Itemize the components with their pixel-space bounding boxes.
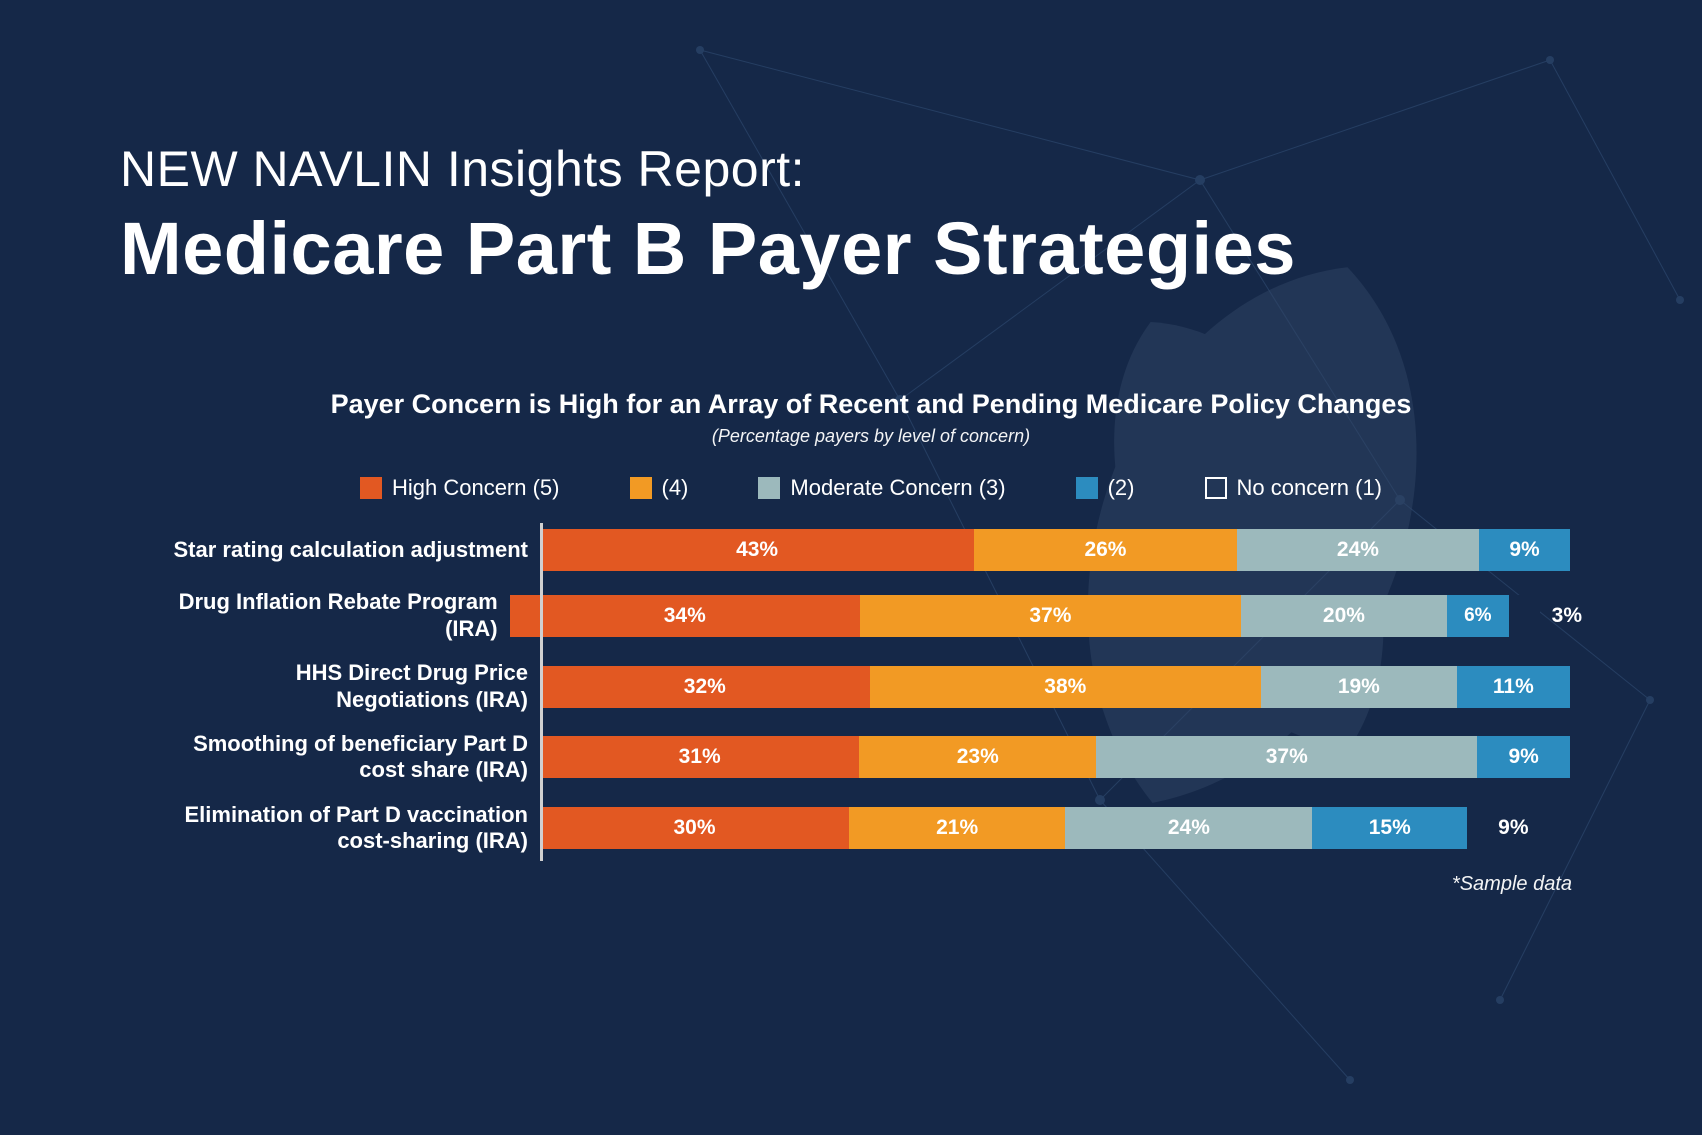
legend-item: (4) [630, 475, 689, 501]
bar-segment: 6% [1447, 595, 1509, 637]
chart-footnote: *Sample data [160, 873, 1582, 896]
row-label: HHS Direct Drug Price Negotiations (IRA) [160, 660, 540, 713]
bar-segment: 24% [1065, 807, 1312, 849]
bar-segment: 9% [1477, 736, 1570, 778]
legend-item: No concern (1) [1205, 475, 1383, 501]
chart-row: Star rating calculation adjustment43%26%… [160, 529, 1582, 571]
content-wrap: NEW NAVLIN Insights Report: Medicare Par… [0, 0, 1702, 896]
report-title: Medicare Part B Payer Strategies [120, 208, 1582, 289]
stacked-bar: 43%26%24%9% [540, 529, 1570, 571]
chart-row: Smoothing of beneficiary Part Dcost shar… [160, 731, 1582, 784]
legend-item: High Concern (5) [360, 475, 560, 501]
bar-segment: 21% [849, 807, 1065, 849]
row-label: Drug Inflation Rebate Program (IRA) [160, 589, 510, 642]
bar-segment: 24% [1237, 529, 1479, 571]
bar-segment: 43% [540, 529, 974, 571]
bar-segment: 15% [1312, 807, 1467, 849]
bar-segment: 26% [974, 529, 1237, 571]
stacked-bar: 34%37%20%6% [510, 595, 1540, 637]
bar-segment: 11% [1457, 666, 1570, 708]
legend-label: (4) [662, 475, 689, 501]
stacked-bar: 30%21%24%15%9% [540, 807, 1570, 849]
bar-track: 32%38%19%11% [540, 666, 1570, 708]
bar-segment: 32% [540, 666, 870, 708]
chart-row: HHS Direct Drug Price Negotiations (IRA)… [160, 660, 1582, 713]
row-label: Smoothing of beneficiary Part Dcost shar… [160, 731, 540, 784]
bar-segment: 34% [510, 595, 860, 637]
y-axis-line [540, 523, 543, 860]
bar-segment: 38% [870, 666, 1261, 708]
legend-label: High Concern (5) [392, 475, 560, 501]
bar-track: 31%23%37%9% [540, 736, 1570, 778]
chart-row: Drug Inflation Rebate Program (IRA)34%37… [160, 589, 1582, 642]
legend-swatch [360, 477, 382, 499]
legend-swatch [630, 477, 652, 499]
bar-segment [1509, 595, 1540, 637]
bar-segment: 19% [1261, 666, 1457, 708]
row-label: Elimination of Part D vaccinationcost-sh… [160, 802, 540, 855]
stacked-bar: 31%23%37%9% [540, 736, 1570, 778]
bar-segment: 31% [540, 736, 859, 778]
chart-row: Elimination of Part D vaccinationcost-sh… [160, 802, 1582, 855]
bar-track: 30%21%24%15%9% [540, 807, 1570, 849]
legend-swatch [1205, 477, 1227, 499]
chart-block: Payer Concern is High for an Array of Re… [160, 389, 1582, 895]
legend-swatch [758, 477, 780, 499]
legend-label: No concern (1) [1237, 475, 1383, 501]
bar-segment: 9% [1467, 807, 1560, 849]
legend-swatch [1076, 477, 1098, 499]
report-eyebrow: NEW NAVLIN Insights Report: [120, 140, 1582, 198]
bar-segment: 37% [860, 595, 1241, 637]
row-label: Star rating calculation adjustment [160, 537, 540, 563]
bar-segment: 23% [859, 736, 1096, 778]
legend-label: Moderate Concern (3) [790, 475, 1005, 501]
bar-external-label: 3% [1552, 604, 1582, 628]
bar-segment: 37% [1096, 736, 1477, 778]
legend-label: (2) [1108, 475, 1135, 501]
chart-rows: Star rating calculation adjustment43%26%… [160, 529, 1582, 854]
chart-legend: High Concern (5) (4) Moderate Concern (3) (… [160, 475, 1582, 501]
bar-track: 34%37%20%6% [510, 595, 1540, 637]
legend-item: Moderate Concern (3) [758, 475, 1005, 501]
bar-segment: 20% [1241, 595, 1447, 637]
stacked-bar: 32%38%19%11% [540, 666, 1570, 708]
chart-subtitle: (Percentage payers by level of concern) [160, 426, 1582, 447]
bar-track: 43%26%24%9% [540, 529, 1570, 571]
bar-segment: 30% [540, 807, 849, 849]
legend-item: (2) [1076, 475, 1135, 501]
bar-segment: 9% [1479, 529, 1570, 571]
chart-title: Payer Concern is High for an Array of Re… [160, 389, 1582, 420]
